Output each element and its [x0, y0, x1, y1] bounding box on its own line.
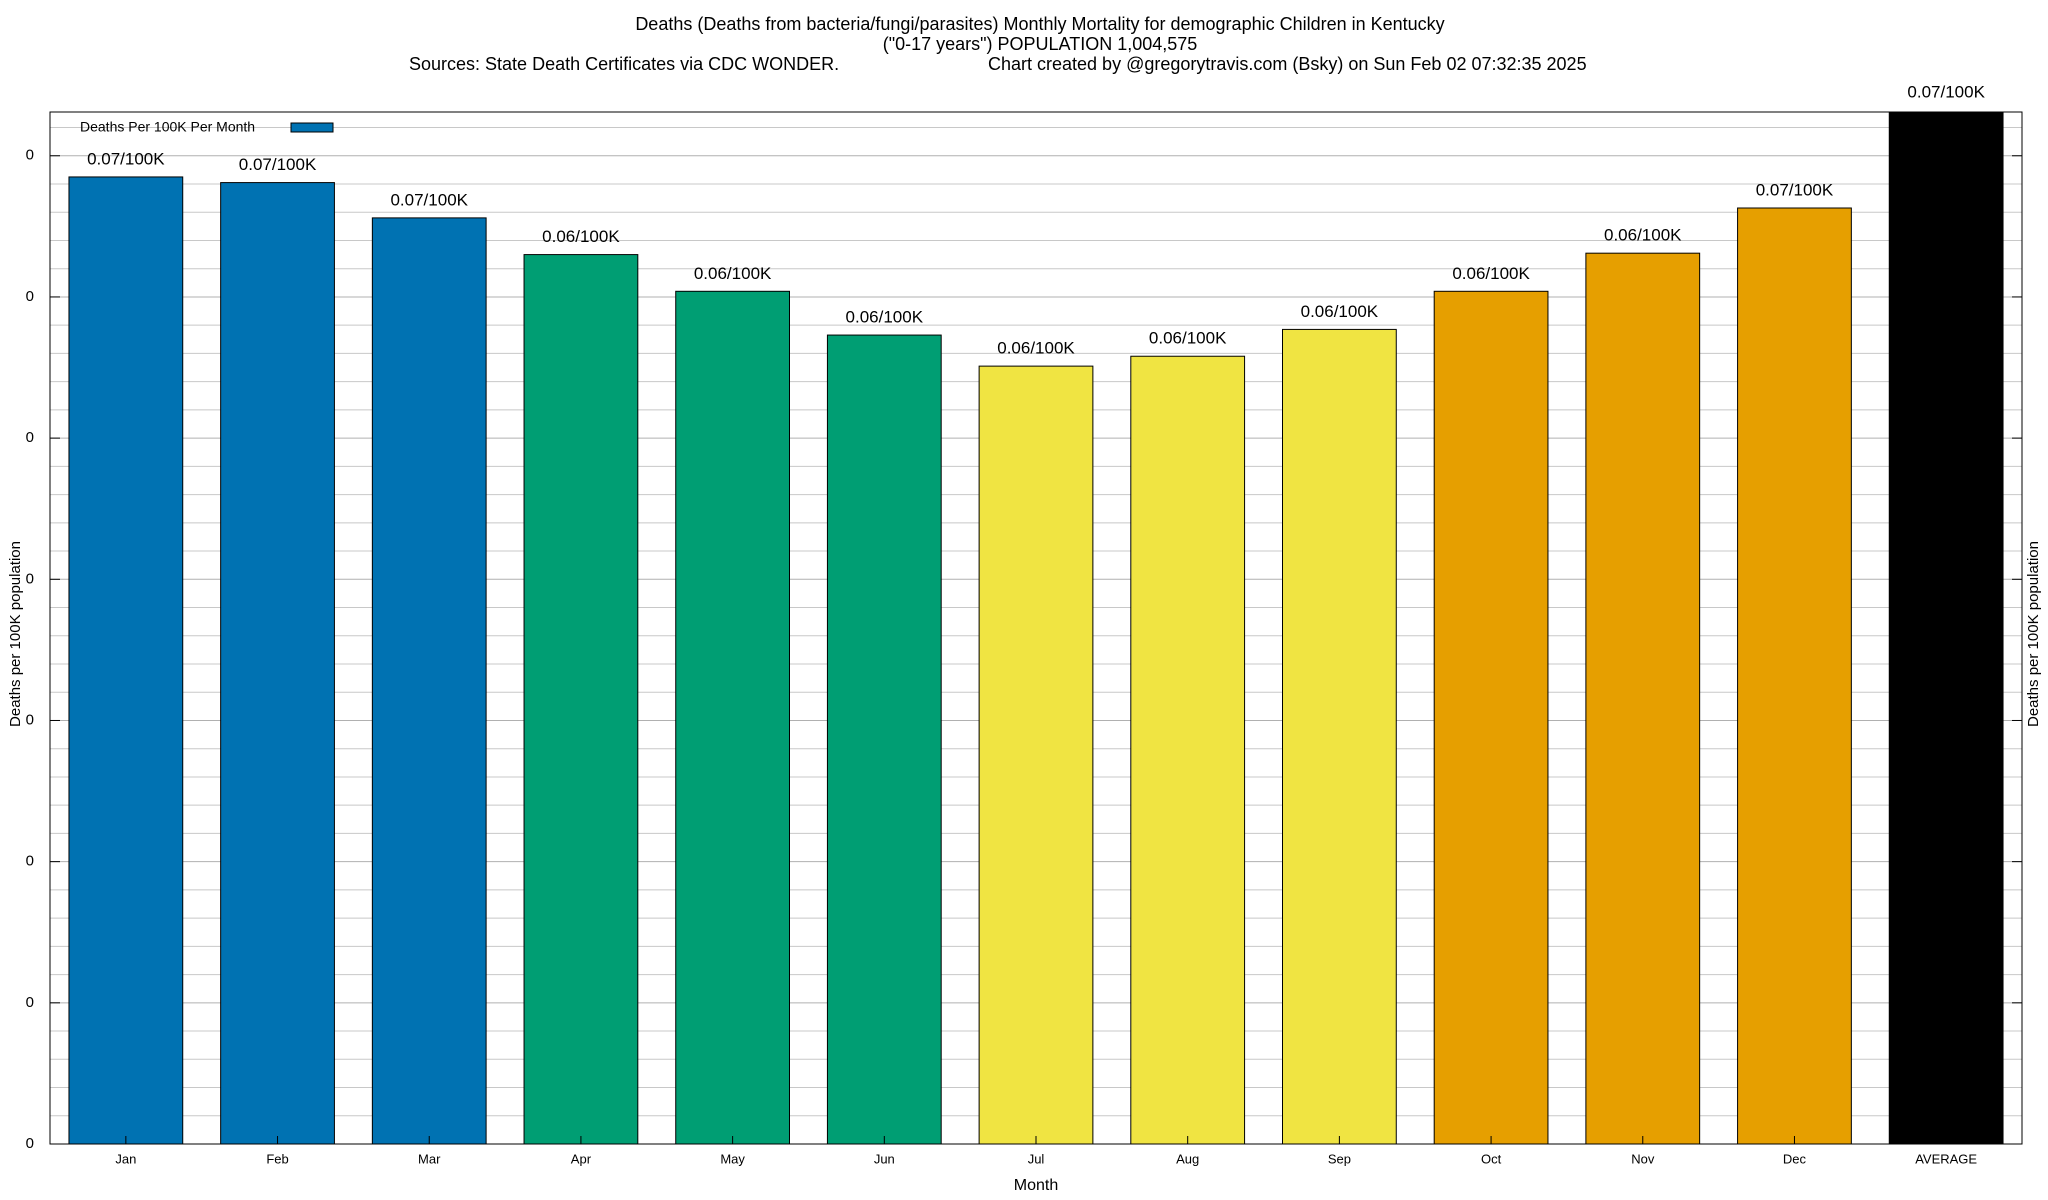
- y-tick-label: 0: [26, 994, 34, 1011]
- x-tick-label: Jul: [1028, 1151, 1045, 1166]
- y-tick-label: 0: [26, 853, 34, 870]
- x-tick-label: AVERAGE: [1915, 1151, 1977, 1166]
- bar: [1888, 112, 2004, 1144]
- x-tick-label: May: [720, 1151, 745, 1166]
- y-tick-label: 0: [26, 1135, 34, 1152]
- x-tick-label: Dec: [1783, 1151, 1807, 1166]
- value-label: 0.06/100K: [694, 264, 772, 283]
- value-label: 0.07/100K: [1907, 82, 1985, 101]
- value-label: 0.06/100K: [1452, 264, 1530, 283]
- x-tick-label: Mar: [418, 1151, 441, 1166]
- y-tick-label: 0: [26, 570, 34, 587]
- legend-label: Deaths Per 100K Per Month: [80, 119, 255, 135]
- value-label: 0.07/100K: [239, 155, 317, 174]
- value-label: 0.06/100K: [542, 227, 620, 246]
- y-tick-label: 0: [26, 288, 34, 305]
- plot-frame: [49, 111, 2023, 1145]
- value-label: 0.06/100K: [1604, 226, 1682, 245]
- bar: [1130, 355, 1246, 1144]
- bar: [523, 254, 639, 1144]
- bar: [1433, 290, 1549, 1144]
- bar: [675, 290, 791, 1144]
- value-label: 0.07/100K: [1756, 180, 1834, 199]
- value-label: 0.06/100K: [997, 339, 1075, 358]
- y-tick-label: 0: [26, 147, 34, 164]
- bar: [220, 182, 335, 1144]
- bar: [1282, 328, 1397, 1144]
- chart-title: Deaths (Deaths from bacteria/fungi/paras…: [635, 14, 1444, 34]
- x-tick-label: Feb: [266, 1151, 288, 1166]
- chart-source: Sources: State Death Certificates via CD…: [409, 54, 839, 74]
- bar: [978, 365, 1094, 1144]
- bar: [1585, 252, 1701, 1144]
- x-tick-label: Apr: [571, 1151, 592, 1166]
- value-label: 0.06/100K: [846, 308, 924, 327]
- bars: [68, 112, 2004, 1144]
- value-label: 0.07/100K: [390, 190, 468, 209]
- x-tick-label: Aug: [1176, 1151, 1199, 1166]
- x-tick-label: Nov: [1631, 1151, 1655, 1166]
- chart-credit: Chart created by @gregorytravis.com (Bsk…: [988, 54, 1587, 74]
- chart-subtitle: ("0-17 years") POPULATION 1,004,575: [883, 34, 1198, 54]
- bar: [1737, 207, 1852, 1144]
- value-label: 0.06/100K: [1301, 302, 1379, 321]
- x-tick-label: Jun: [874, 1151, 895, 1166]
- value-label: 0.06/100K: [1149, 329, 1227, 348]
- y-tick-label: 0: [26, 711, 34, 728]
- bar: [371, 217, 487, 1144]
- value-label: 0.07/100K: [87, 149, 165, 168]
- x-axis-label: Month: [1014, 1177, 1058, 1194]
- y-axis-label: Deaths per 100K population: [7, 541, 24, 727]
- y-tick-label: 0: [26, 429, 34, 446]
- x-tick-label: Oct: [1481, 1151, 1502, 1166]
- legend-swatch: [290, 122, 334, 133]
- bar: [68, 176, 184, 1144]
- bar: [826, 334, 942, 1144]
- x-tick-label: Jan: [115, 1151, 136, 1166]
- x-tick-label: Sep: [1328, 1151, 1351, 1166]
- y2-axis-label: Deaths per 100K population: [2025, 541, 2042, 727]
